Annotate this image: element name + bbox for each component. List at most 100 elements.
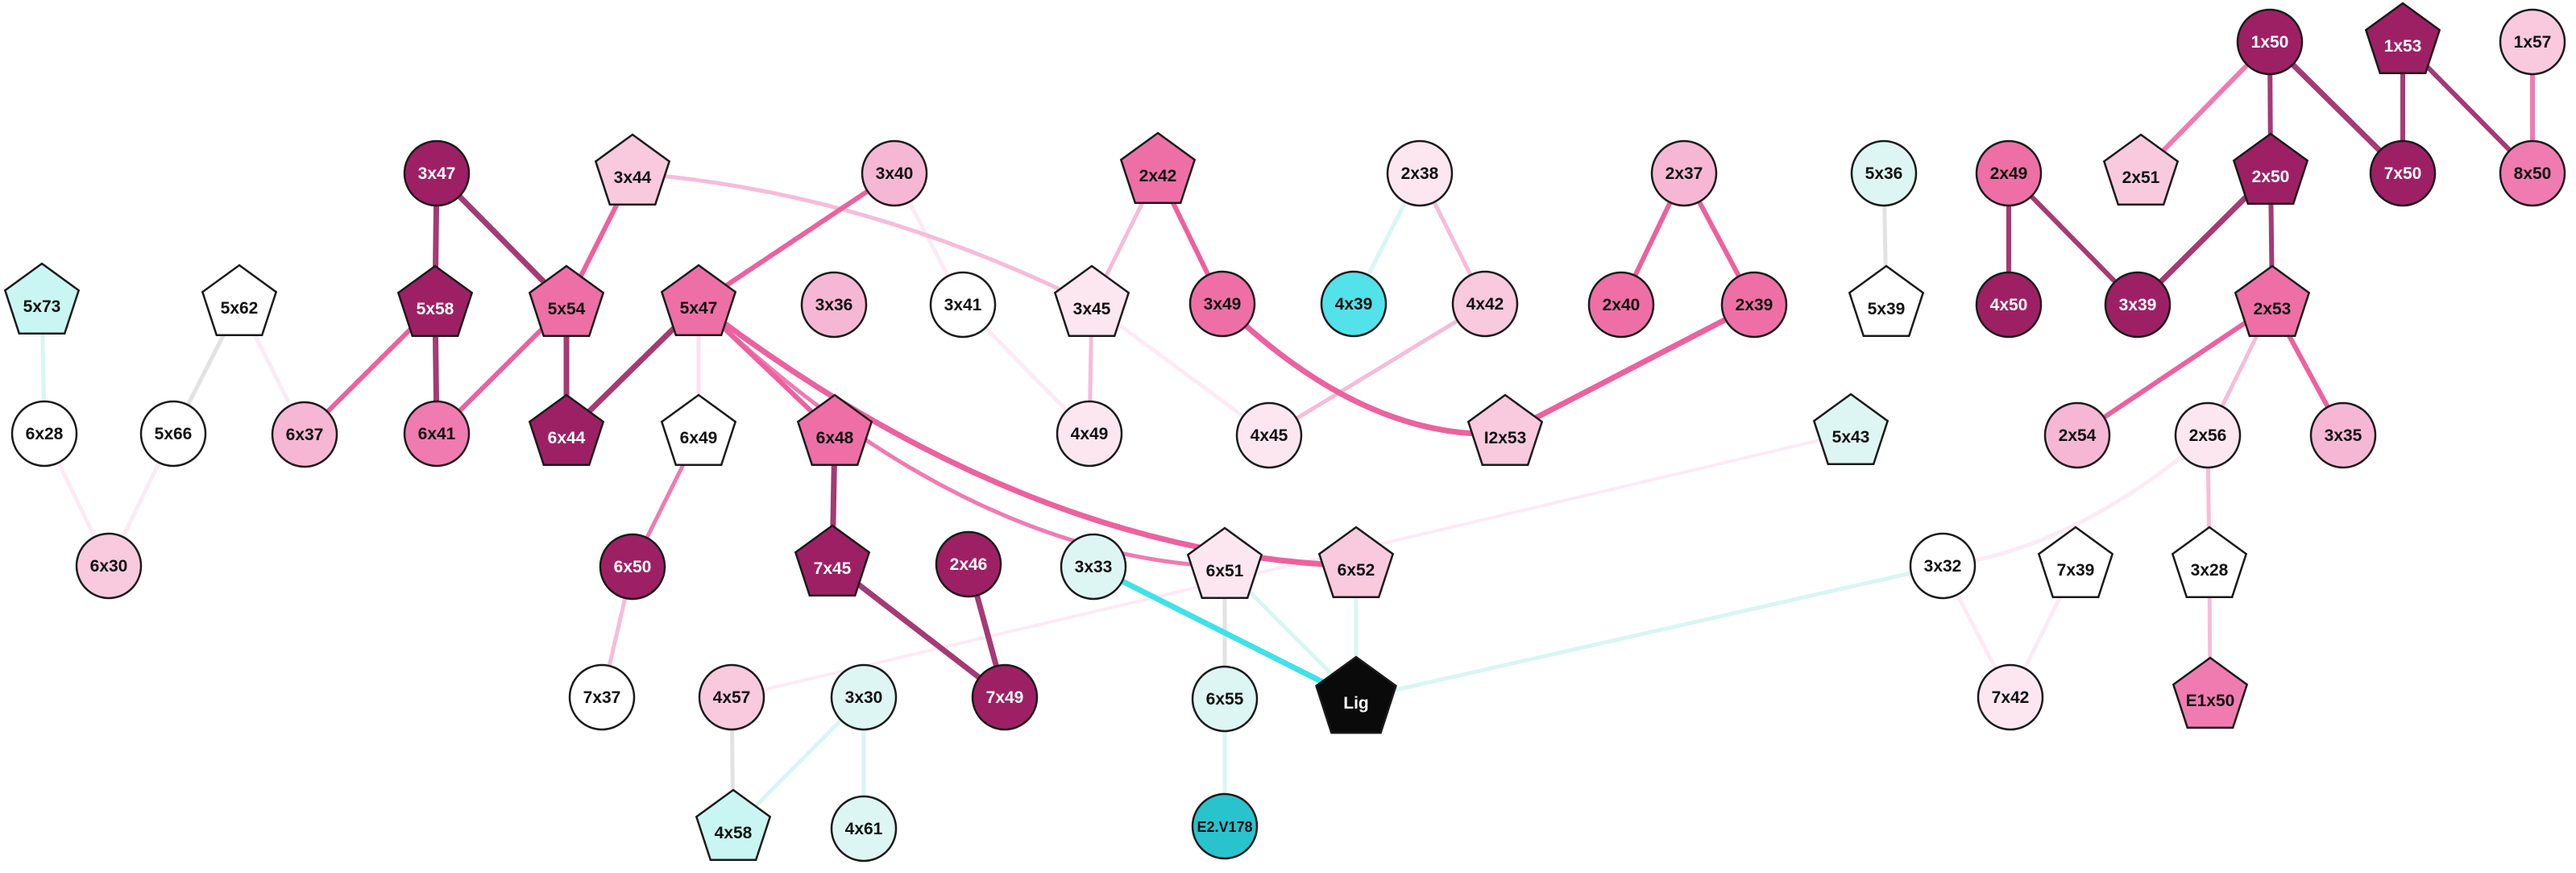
node-6x28[interactable]: 6x28: [10, 400, 78, 468]
node-3x47[interactable]: 3x47: [403, 139, 471, 207]
node-3x36[interactable]: 3x36: [800, 271, 868, 339]
node-6x51[interactable]: 6x51: [1186, 526, 1263, 600]
node-5x62[interactable]: 5x62: [201, 264, 278, 337]
node-6x50[interactable]: 6x50: [599, 533, 666, 601]
node-7x42[interactable]: 7x42: [1977, 663, 2044, 731]
node-3x35[interactable]: 3x35: [2309, 401, 2377, 469]
pentagon-shape-5x62: [201, 264, 278, 337]
edge-7x45-7x49: [829, 561, 1008, 700]
node-7x50[interactable]: 7x50: [2369, 139, 2437, 207]
pentagon-shape-1x53: [2364, 2, 2441, 75]
node-4x45[interactable]: 4x45: [1235, 401, 1303, 469]
circle-shape-6x37: [271, 401, 338, 468]
node-E1x50[interactable]: E1x50: [2172, 656, 2249, 730]
pentagon-shape-2x50: [2232, 132, 2309, 206]
circle-shape-3x36: [800, 271, 868, 339]
node-2x37[interactable]: 2x37: [1650, 139, 1718, 207]
node-7x45[interactable]: 7x45: [794, 524, 871, 597]
node-6x49[interactable]: 6x49: [660, 393, 737, 467]
node-4x42[interactable]: 4x42: [1451, 270, 1519, 338]
pentagon-shape-5x47: [660, 264, 737, 337]
node-6x37[interactable]: 6x37: [271, 401, 338, 468]
circle-shape-7x50: [2369, 139, 2437, 207]
circle-shape-1x57: [2499, 8, 2566, 76]
node-6x41[interactable]: 6x41: [403, 400, 471, 468]
node-6x30[interactable]: 6x30: [75, 532, 143, 600]
circle-shape-5x66: [139, 400, 207, 468]
pentagon-shape-5x43: [1812, 393, 1889, 466]
pentagon-shape-5x73: [3, 262, 81, 335]
node-7x37[interactable]: 7x37: [568, 663, 636, 731]
node-4x61[interactable]: 4x61: [830, 795, 898, 863]
circle-shape-3x40: [861, 139, 928, 207]
pentagon-shape-6x48: [796, 393, 873, 467]
node-3x41[interactable]: 3x41: [929, 271, 997, 339]
node-2x50[interactable]: 2x50: [2232, 132, 2309, 206]
node-3x40[interactable]: 3x40: [861, 139, 928, 207]
node-3x44[interactable]: 3x44: [594, 133, 671, 206]
node-2x49[interactable]: 2x49: [1975, 139, 2043, 207]
pentagon-shape-7x39: [2037, 526, 2114, 599]
node-3x33[interactable]: 3x33: [1060, 533, 1127, 601]
node-3x39[interactable]: 3x39: [2104, 271, 2172, 339]
node-2x42[interactable]: 2x42: [1119, 131, 1197, 205]
node-2x53[interactable]: 2x53: [2234, 264, 2311, 338]
circle-shape-7x49: [971, 663, 1039, 731]
node-4x50[interactable]: 4x50: [1975, 271, 2043, 339]
node-6x52[interactable]: 6x52: [1317, 526, 1395, 599]
node-6x55[interactable]: 6x55: [1191, 665, 1259, 733]
circle-shape-2x38: [1386, 139, 1454, 207]
node-I2x53[interactable]: I2x53: [1466, 393, 1544, 467]
pentagon-shape-I2x53: [1466, 393, 1544, 467]
node-5x47[interactable]: 5x47: [660, 264, 737, 337]
circle-shape-4x49: [1056, 400, 1123, 468]
node-2x56[interactable]: 2x56: [2174, 401, 2242, 469]
circle-shape-3x47: [403, 139, 471, 207]
node-3x28[interactable]: 3x28: [2171, 526, 2248, 599]
node-1x53[interactable]: 1x53: [2364, 2, 2441, 75]
node-2x39[interactable]: 2x39: [1720, 271, 1788, 339]
node-5x43[interactable]: 5x43: [1812, 393, 1889, 466]
node-2x38[interactable]: 2x38: [1386, 139, 1454, 207]
node-2x46[interactable]: 2x46: [935, 530, 1002, 598]
node-5x39[interactable]: 5x39: [1848, 264, 1925, 338]
node-4x57[interactable]: 4x57: [698, 663, 765, 731]
circle-shape-6x55: [1191, 665, 1259, 733]
circle-shape-2x40: [1587, 271, 1655, 339]
pentagon-shape-Lig: [1315, 655, 1397, 734]
pentagon-shape-3x44: [594, 133, 671, 206]
node-2x40[interactable]: 2x40: [1587, 271, 1655, 339]
circle-shape-7x37: [568, 663, 636, 731]
pentagon-shape-5x39: [1848, 264, 1925, 338]
circle-shape-4x39: [1320, 270, 1388, 338]
pentagon-shape-6x51: [1186, 526, 1263, 600]
circle-shape-3x32: [1909, 532, 1977, 600]
node-2x54[interactable]: 2x54: [2043, 401, 2111, 469]
node-7x49[interactable]: 7x49: [971, 663, 1039, 731]
node-3x32[interactable]: 3x32: [1909, 532, 1977, 600]
node-E2.V178[interactable]: E2.V178: [1191, 792, 1259, 860]
node-3x30[interactable]: 3x30: [830, 663, 898, 731]
node-3x45[interactable]: 3x45: [1053, 264, 1130, 338]
pentagon-shape-6x52: [1317, 526, 1395, 599]
node-4x39[interactable]: 4x39: [1320, 270, 1388, 338]
node-4x49[interactable]: 4x49: [1056, 400, 1123, 468]
circle-shape-4x57: [698, 663, 765, 731]
circle-shape-6x30: [75, 532, 143, 600]
pentagon-shape-2x42: [1119, 131, 1197, 205]
pentagon-shape-3x28: [2171, 526, 2248, 599]
pentagon-shape-7x45: [794, 524, 871, 597]
node-5x66[interactable]: 5x66: [139, 400, 207, 468]
node-5x36[interactable]: 5x36: [1850, 139, 1918, 207]
node-3x49[interactable]: 3x49: [1188, 270, 1256, 338]
node-8x50[interactable]: 8x50: [2499, 139, 2566, 207]
node-1x57[interactable]: 1x57: [2499, 8, 2566, 76]
node-1x50[interactable]: 1x50: [2236, 8, 2304, 76]
circle-shape-2x49: [1975, 139, 2043, 207]
node-6x48[interactable]: 6x48: [796, 393, 873, 467]
edge-4x57-5x43: [730, 431, 1852, 699]
node-5x58[interactable]: 5x58: [396, 264, 474, 338]
node-5x73[interactable]: 5x73: [3, 262, 81, 335]
pentagon-shape-5x58: [396, 264, 474, 338]
